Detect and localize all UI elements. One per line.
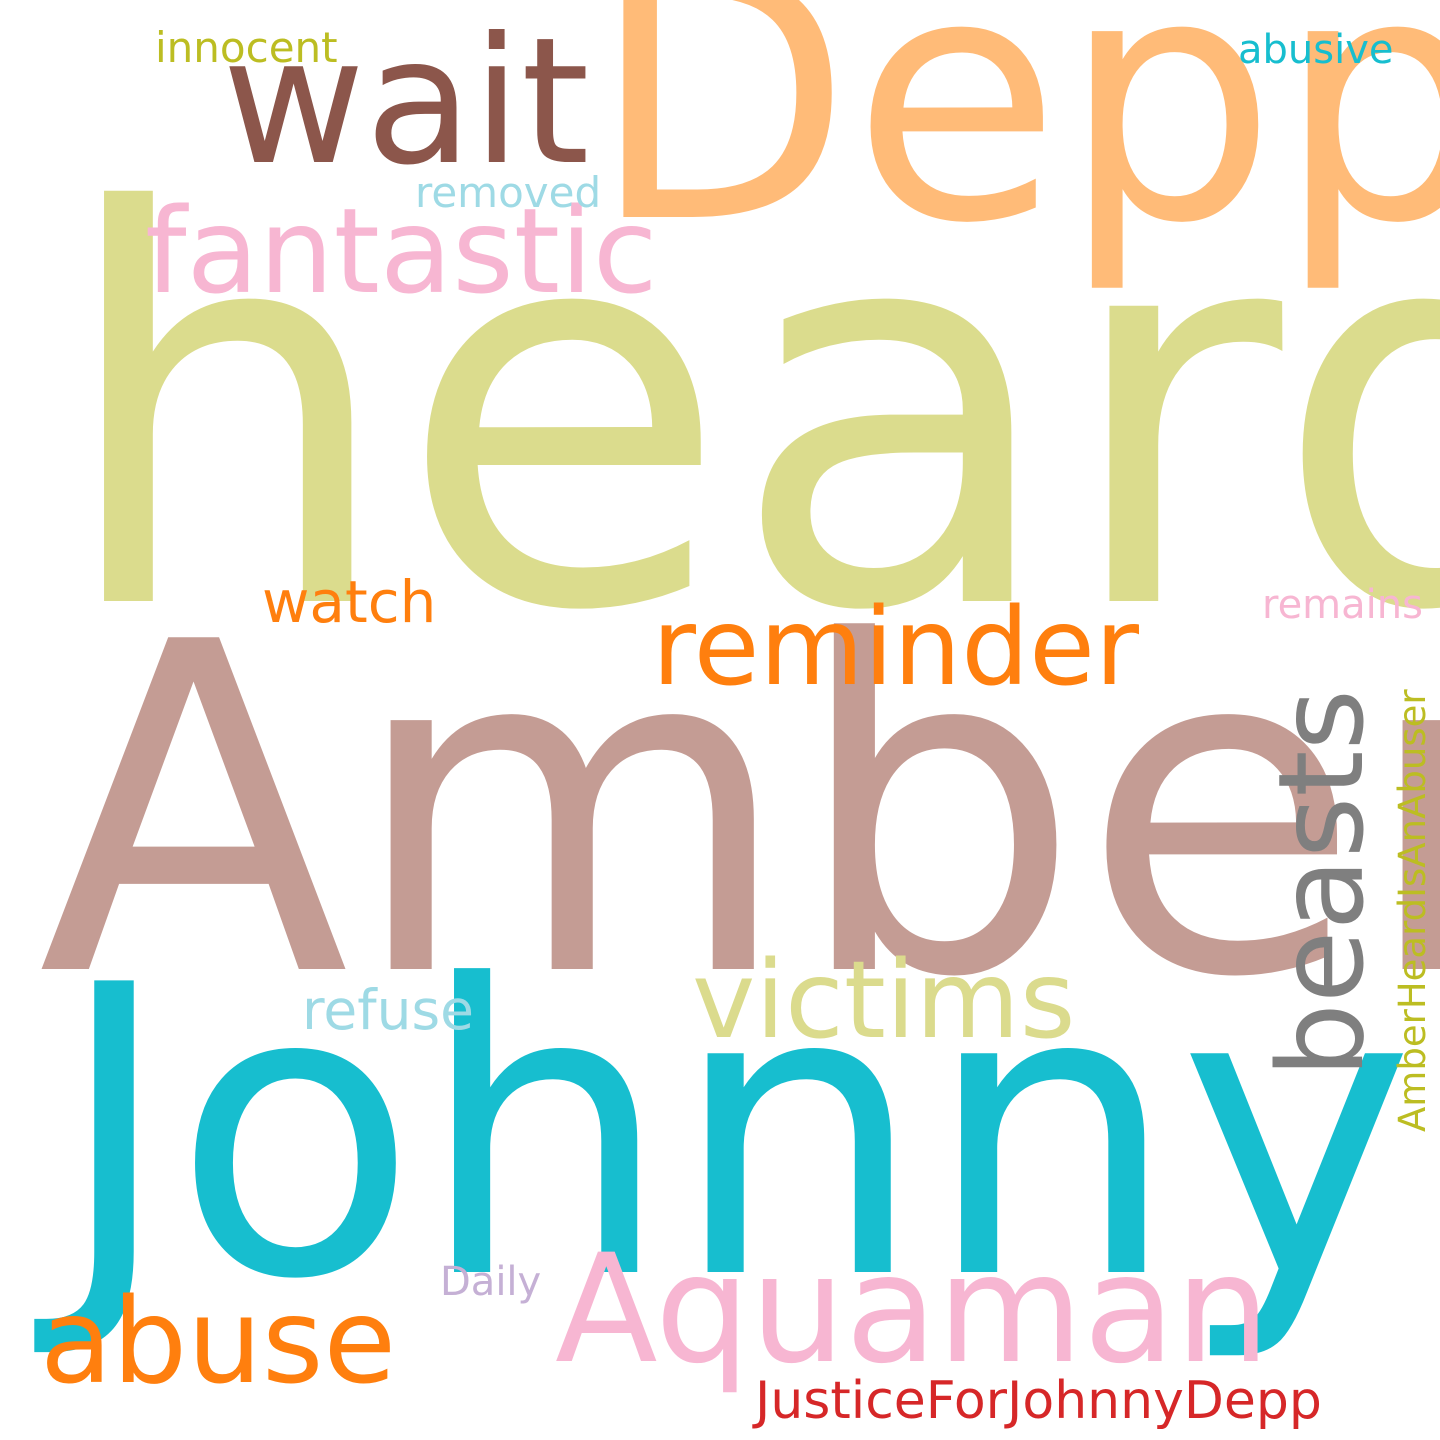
word-abusive: abusive: [1238, 27, 1394, 73]
word-reminder: reminder: [652, 586, 1139, 710]
word-amber-heard-is-an-abuser: AmberHeardIsAnAbuser: [1391, 689, 1434, 1132]
word-beasts: beasts: [1252, 688, 1390, 1078]
word-abuse: abuse: [40, 1272, 397, 1410]
word-depp: Depp: [590, 0, 1440, 298]
word-innocent: innocent: [155, 23, 338, 72]
word-refuse: refuse: [302, 978, 474, 1042]
word-justice-for-johnny-depp: JusticeForJohnnyDepp: [755, 1371, 1322, 1431]
word-amber: Amber: [38, 548, 1440, 1077]
word-remains: remains: [1262, 582, 1423, 628]
word-heard: heard: [55, 101, 1440, 729]
word-wait: wait: [222, 1, 590, 204]
word-aquaman: Aquaman: [555, 1223, 1271, 1397]
word-daily: Daily: [440, 1259, 542, 1305]
word-removed: removed: [415, 168, 602, 217]
word-watch: watch: [262, 568, 437, 636]
word-fantastic: fantastic: [145, 182, 658, 320]
word-johnny: Johnny: [55, 902, 1415, 1367]
word-victims: victims: [692, 939, 1076, 1063]
